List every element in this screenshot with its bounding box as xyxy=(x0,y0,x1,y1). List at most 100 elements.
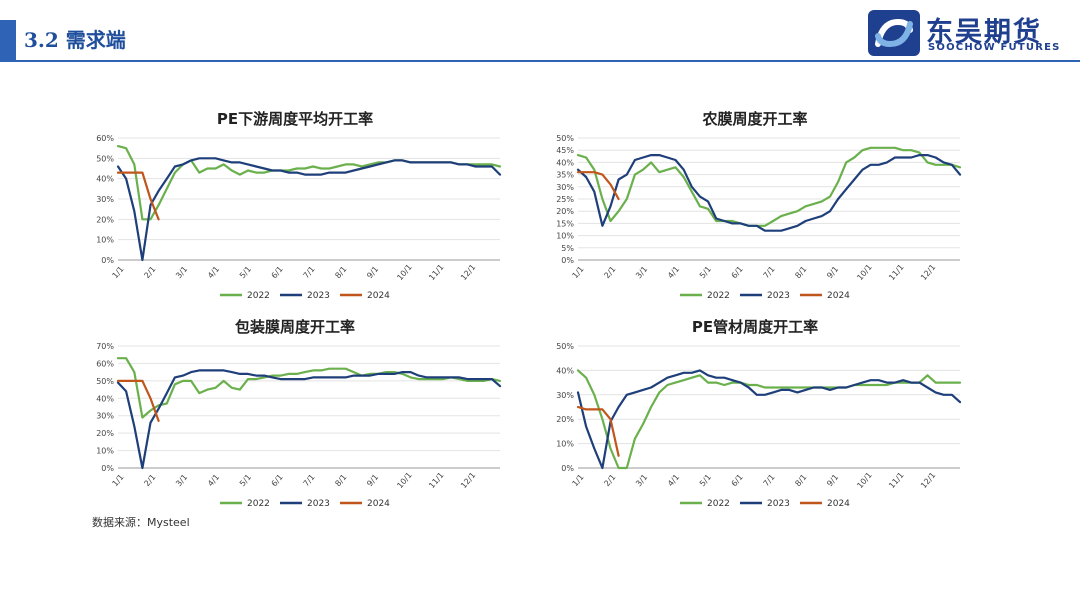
x-tick-label: 12/1 xyxy=(459,263,477,283)
y-tick-label: 10% xyxy=(556,232,574,241)
x-tick-label: 2/1 xyxy=(142,473,157,489)
series-line-2024 xyxy=(576,405,620,457)
legend-label-2023: 2023 xyxy=(307,291,330,301)
legend-label-2024: 2024 xyxy=(827,499,850,509)
y-tick-label: 0% xyxy=(101,256,114,265)
x-tick-label: 6/1 xyxy=(270,473,285,489)
x-tick-label: 6/1 xyxy=(270,265,285,281)
y-tick-label: 35% xyxy=(556,171,574,180)
chart-packaging-film: 包装膜周度开工率 0% 10% 20% 30% 40% 50% 60% 70% 1/1 2/1 3/… xyxy=(80,316,510,516)
company-logo: 东吴期货 SOOCHOW FUTURES xyxy=(868,10,1068,56)
series-line-2024 xyxy=(116,171,160,221)
x-tick-label: 5/1 xyxy=(238,265,253,281)
y-tick-label: 50% xyxy=(96,154,114,163)
legend-label-2023: 2023 xyxy=(767,291,790,301)
y-tick-label: 60% xyxy=(96,134,114,143)
y-tick-label: 50% xyxy=(96,377,114,386)
legend-label-2023: 2023 xyxy=(307,499,330,509)
x-tick-label: 5/1 xyxy=(698,473,713,489)
x-tick-label: 1/1 xyxy=(110,473,125,489)
series-line-2023 xyxy=(576,369,962,470)
x-tick-label: 10/1 xyxy=(395,471,413,491)
x-tick-label: 12/1 xyxy=(919,471,937,491)
chart-pe-downstream-plot: 0% 10% 20% 30% 40% 50% 60% 1/1 2/1 3/1 4/1 5/1 6/1 7/… xyxy=(96,134,502,301)
x-tick-label: 4/1 xyxy=(206,265,221,281)
y-tick-label: 30% xyxy=(556,391,574,400)
x-tick-label: 8/1 xyxy=(333,265,348,281)
x-tick-label: 7/1 xyxy=(761,265,776,281)
y-tick-label: 40% xyxy=(556,158,574,167)
x-tick-label: 3/1 xyxy=(634,265,649,281)
soochow-logo-icon xyxy=(868,10,920,56)
y-tick-label: 25% xyxy=(556,195,574,204)
y-tick-label: 50% xyxy=(556,134,574,143)
y-tick-label: 10% xyxy=(96,447,114,456)
y-tick-label: 20% xyxy=(96,429,114,438)
x-tick-label: 10/1 xyxy=(855,263,873,283)
x-tick-label: 10/1 xyxy=(395,263,413,283)
x-tick-label: 1/1 xyxy=(570,473,585,489)
chart-packaging-film-plot: 0% 10% 20% 30% 40% 50% 60% 70% 1/1 2/1 3/1 4/1 5/1 6/… xyxy=(96,342,502,509)
legend-label-2022: 2022 xyxy=(247,291,270,301)
y-tick-label: 0% xyxy=(561,256,574,265)
x-tick-label: 2/1 xyxy=(142,265,157,281)
chart-pe-pipe-plot: 0% 10% 20% 30% 40% 50% 1/1 2/1 3/1 4/1 5/1 6/1 7/1 8/… xyxy=(556,342,962,509)
series-line-2023 xyxy=(116,157,502,262)
logo-name-cn: 东吴期货 xyxy=(926,17,1042,48)
series-line-2022 xyxy=(576,146,962,227)
x-tick-label: 8/1 xyxy=(793,265,808,281)
y-tick-label: 40% xyxy=(556,366,574,375)
x-tick-label: 2/1 xyxy=(602,473,617,489)
x-tick-label: 4/1 xyxy=(666,473,681,489)
legend-label-2022: 2022 xyxy=(707,499,730,509)
chart-pe-downstream: PE下游周度平均开工率 0% 10% 20% 30% 40% 50% 60% 1/1 2/1 3/… xyxy=(80,108,510,308)
y-tick-label: 15% xyxy=(556,219,574,228)
logo-name-en: SOOCHOW FUTURES xyxy=(928,42,1061,53)
legend-label-2024: 2024 xyxy=(827,291,850,301)
series-line-2023 xyxy=(116,369,502,470)
x-tick-label: 5/1 xyxy=(698,265,713,281)
x-tick-label: 3/1 xyxy=(174,265,189,281)
x-tick-label: 4/1 xyxy=(206,473,221,489)
x-tick-label: 8/1 xyxy=(333,473,348,489)
chart-agri-film-plot: 0% 5% 10% 15% 20% 25% 30% 35% 40% 45% 50% 1/1 2/1 3/1… xyxy=(556,134,962,301)
x-tick-label: 11/1 xyxy=(887,471,905,491)
y-tick-label: 40% xyxy=(96,394,114,403)
chart-title: 包装膜周度开工率 xyxy=(234,318,355,336)
chart-title: PE下游周度平均开工率 xyxy=(216,110,374,128)
x-tick-label: 9/1 xyxy=(365,473,380,489)
y-tick-label: 45% xyxy=(556,146,574,155)
series-line-2023 xyxy=(576,153,962,232)
x-tick-label: 6/1 xyxy=(730,265,745,281)
y-tick-label: 30% xyxy=(556,183,574,192)
y-tick-label: 20% xyxy=(96,215,114,224)
y-tick-label: 50% xyxy=(556,342,574,351)
chart-pe-pipe: PE管材周度开工率 0% 10% 20% 30% 40% 50% 1/1 2/1 3/1 4/1 5… xyxy=(540,316,970,516)
x-tick-label: 9/1 xyxy=(365,265,380,281)
y-tick-label: 0% xyxy=(561,464,574,473)
legend-label-2022: 2022 xyxy=(707,291,730,301)
x-tick-label: 9/1 xyxy=(825,265,840,281)
series-line-2024 xyxy=(116,379,160,423)
y-tick-label: 70% xyxy=(96,342,114,351)
x-tick-label: 5/1 xyxy=(238,473,253,489)
legend-label-2023: 2023 xyxy=(767,499,790,509)
x-tick-label: 11/1 xyxy=(427,471,445,491)
x-tick-label: 7/1 xyxy=(301,265,316,281)
header-accent-bar xyxy=(0,20,16,60)
chart-title: 农膜周度开工率 xyxy=(702,110,808,128)
x-tick-label: 11/1 xyxy=(427,263,445,283)
x-tick-label: 12/1 xyxy=(459,471,477,491)
x-tick-label: 4/1 xyxy=(666,265,681,281)
series-line-2022 xyxy=(116,357,502,419)
x-tick-label: 1/1 xyxy=(570,265,585,281)
y-tick-label: 40% xyxy=(96,175,114,184)
x-tick-label: 8/1 xyxy=(793,473,808,489)
y-tick-label: 20% xyxy=(556,415,574,424)
y-tick-label: 30% xyxy=(96,195,114,204)
x-tick-label: 3/1 xyxy=(174,473,189,489)
x-tick-label: 10/1 xyxy=(855,471,873,491)
data-source-note: 数据来源：Mysteel xyxy=(92,516,190,529)
chart-title: PE管材周度开工率 xyxy=(691,318,819,336)
x-tick-label: 7/1 xyxy=(761,473,776,489)
